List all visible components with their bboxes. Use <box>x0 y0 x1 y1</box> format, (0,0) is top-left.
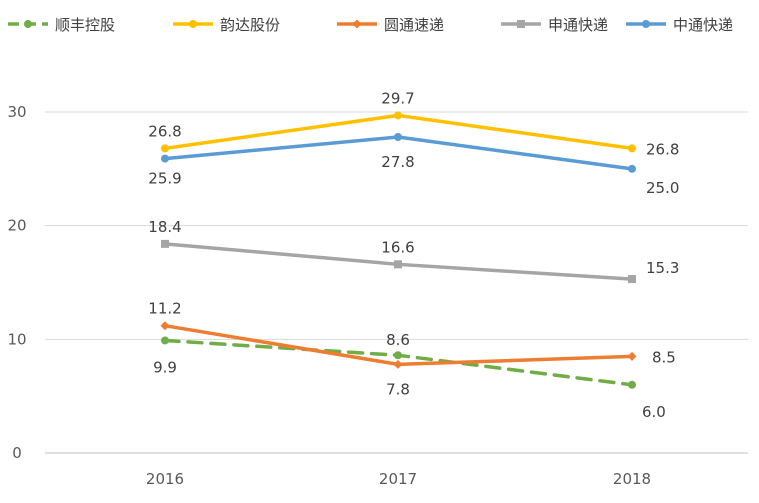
data-label-顺丰控股-2016: 9.9 <box>153 358 177 376</box>
data-point-中通快递-2016 <box>161 154 169 163</box>
data-label-韵达股份-2018: 26.8 <box>646 140 679 158</box>
legend-item-申通快递: 申通快递 <box>501 16 608 34</box>
data-label-韵达股份-2016: 26.8 <box>148 122 181 140</box>
data-label-圆通速递-2017: 7.8 <box>386 380 410 398</box>
legend-marker <box>642 20 650 28</box>
data-label-申通快递-2016: 18.4 <box>148 218 181 236</box>
legend-label: 韵达股份 <box>220 16 280 34</box>
y-tick-label: 0 <box>12 444 22 462</box>
data-label-申通快递-2018: 15.3 <box>646 259 679 277</box>
data-point-顺丰控股-2016 <box>161 336 169 345</box>
data-label-圆通速递-2016: 11.2 <box>148 300 181 318</box>
data-point-韵达股份-2016 <box>161 144 169 153</box>
y-axis-tick-labels: 0 10 20 30 <box>7 103 26 462</box>
data-point-申通快递-2017 <box>394 260 402 269</box>
series-line-韵达股份 <box>164 113 633 151</box>
x-tick-label: 2018 <box>613 470 651 488</box>
data-point-韵达股份-2017 <box>394 111 402 120</box>
data-point-韵达股份-2018 <box>628 144 636 153</box>
legend-item-韵达股份: 韵达股份 <box>173 16 280 34</box>
legend-marker <box>517 20 525 28</box>
legend-marker <box>24 20 32 28</box>
legend-label: 顺丰控股 <box>55 16 115 34</box>
data-point-圆通速递-2018 <box>627 351 637 361</box>
y-tick-label: 10 <box>7 330 26 348</box>
series-markers <box>160 111 637 389</box>
data-point-圆通速递-2016 <box>160 321 170 331</box>
data-label-中通快递-2018: 25.0 <box>646 179 679 197</box>
data-point-中通快递-2017 <box>394 133 402 142</box>
legend-item-顺丰控股: 顺丰控股 <box>8 16 115 34</box>
data-label-中通快递-2017: 27.8 <box>381 153 414 171</box>
data-point-顺丰控股-2018 <box>628 380 636 389</box>
data-label-中通快递-2016: 25.9 <box>148 170 181 188</box>
data-point-中通快递-2018 <box>628 164 636 173</box>
data-label-申通快递-2017: 16.6 <box>381 238 414 256</box>
data-point-圆通速递-2017 <box>393 359 403 369</box>
data-point-顺丰控股-2017 <box>394 351 402 360</box>
legend-item-圆通速递: 圆通速递 <box>337 16 444 34</box>
y-tick-label: 20 <box>7 217 26 235</box>
legend: 顺丰控股 韵达股份 圆通速递 申通快递 中通快递 <box>8 16 733 34</box>
legend-marker <box>189 20 197 28</box>
data-point-申通快递-2016 <box>161 239 169 248</box>
legend-marker <box>352 19 362 29</box>
data-label-韵达股份-2017: 29.7 <box>381 89 414 107</box>
legend-label: 中通快递 <box>673 16 733 34</box>
y-tick-label: 30 <box>7 103 26 121</box>
legend-label: 圆通速递 <box>384 16 444 34</box>
x-tick-label: 2016 <box>146 470 184 488</box>
x-tick-label: 2017 <box>379 470 417 488</box>
data-label-顺丰控股-2017: 8.6 <box>386 331 410 349</box>
data-point-申通快递-2018 <box>628 275 636 284</box>
x-axis-tick-labels: 2016 2017 2018 <box>146 470 651 488</box>
data-labels: 9.9 8.6 6.0 26.8 29.7 26.8 11.2 7.8 8.5 18.4 16.6 1… <box>148 89 679 420</box>
data-label-顺丰控股-2018: 6.0 <box>642 403 666 421</box>
legend-label: 申通快递 <box>548 16 608 34</box>
data-label-圆通速递-2018: 8.5 <box>652 348 676 366</box>
legend-item-中通快递: 中通快递 <box>626 16 733 34</box>
